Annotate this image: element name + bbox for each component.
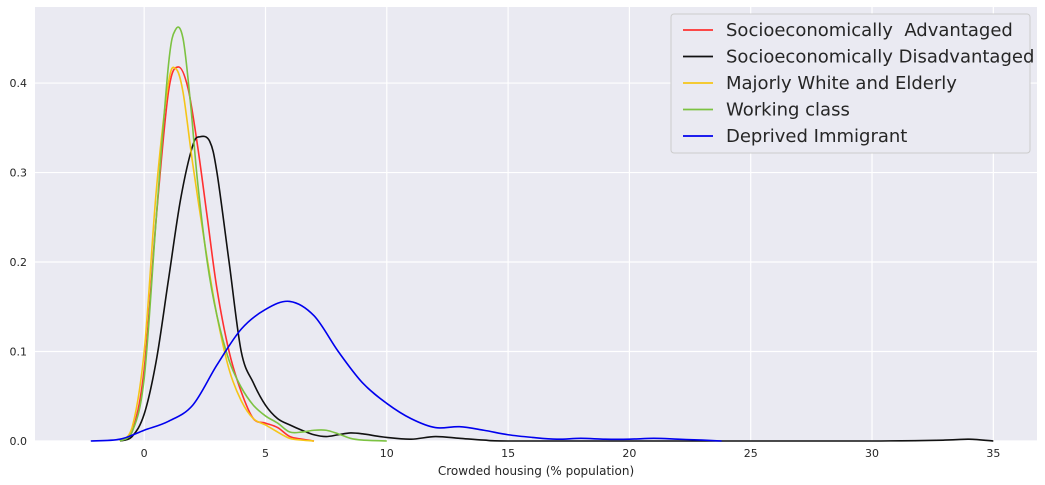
y-tick-label: 0.2 — [10, 256, 28, 269]
legend-label: Majorly White and Elderly — [726, 73, 957, 94]
x-axis-label: Crowded housing (% population) — [438, 464, 634, 478]
series-lines — [90, 26, 994, 442]
series-line-3 — [119, 26, 387, 442]
x-tick-label: 15 — [501, 447, 515, 460]
series-line-1 — [119, 135, 994, 442]
legend-label: Deprived Immigrant — [726, 126, 907, 147]
x-tick-label: 30 — [865, 447, 879, 460]
y-tick-label: 0.3 — [10, 167, 28, 180]
tick-labels: 0 5 10 15 20 25 30 35 0.0 0.1 0.2 0.3 0.4 — [10, 77, 1001, 460]
legend-label: Socioeconomically Advantaged — [726, 20, 1013, 41]
y-tick-label: 0.0 — [10, 435, 28, 448]
x-tick-label: 35 — [986, 447, 1000, 460]
x-tick-label: 25 — [744, 447, 758, 460]
x-tick-label: 5 — [262, 447, 269, 460]
y-tick-label: 0.1 — [10, 346, 28, 359]
legend-label: Socioeconomically Disadvantaged — [726, 47, 1034, 68]
x-tick-label: 10 — [380, 447, 394, 460]
y-tick-label: 0.4 — [10, 77, 28, 90]
x-tick-label: 20 — [622, 447, 636, 460]
legend-label: Working class — [726, 100, 850, 121]
legend-box — [670, 13, 1031, 154]
series-line-4 — [90, 300, 722, 442]
x-tick-label: 0 — [141, 447, 148, 460]
legend: Socioeconomically Advantaged Socioeconomi… — [670, 13, 1034, 154]
